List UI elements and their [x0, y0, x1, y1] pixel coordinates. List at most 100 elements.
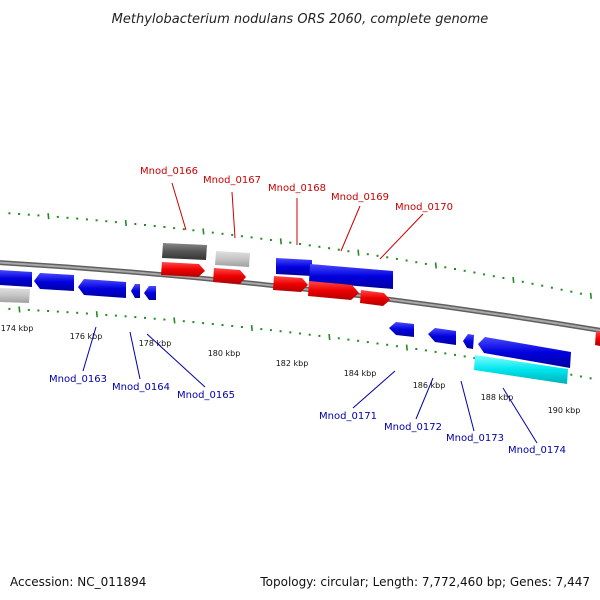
minor-tick — [395, 257, 398, 260]
minor-tick — [27, 308, 30, 311]
minor-tick — [279, 330, 282, 333]
pseudo-gene-mnod-0166[interactable] — [162, 243, 207, 260]
minor-tick — [192, 321, 195, 324]
minor-tick — [231, 233, 234, 236]
minor-tick — [211, 231, 214, 234]
gene-arrow-reverse-left-2[interactable] — [34, 273, 74, 291]
gene-label-mnod-0169[interactable]: Mnod_0169 — [331, 192, 389, 203]
rna-gene-mnod-0174[interactable] — [474, 355, 568, 384]
minor-tick — [521, 280, 524, 283]
minor-tick — [347, 250, 350, 253]
major-tick — [357, 249, 360, 256]
gene-label-mnod-0166[interactable]: Mnod_0166 — [140, 166, 198, 177]
minor-tick — [269, 239, 272, 241]
gene-arrow-reverse-mnod-0169[interactable] — [309, 264, 393, 289]
minor-tick — [56, 310, 59, 313]
minor-tick — [308, 244, 311, 247]
minor-tick — [240, 326, 243, 328]
minor-tick — [144, 316, 146, 319]
minor-tick — [541, 284, 544, 287]
pseudo-gene-left[interactable] — [0, 288, 30, 303]
minor-tick — [492, 275, 495, 278]
minor-tick — [454, 268, 456, 270]
forward-strand-features — [161, 243, 393, 306]
gene-label-mnod-0163[interactable]: Mnod_0163 — [49, 374, 107, 385]
gene-label-mnod-0174[interactable]: Mnod_0174 — [508, 445, 566, 456]
gene-arrow-reverse-mnod-0172[interactable] — [428, 328, 456, 345]
minor-tick — [473, 271, 476, 274]
minor-tick — [85, 312, 88, 315]
minor-tick — [531, 282, 534, 285]
gene-arrow-reverse-mnod-0163[interactable] — [78, 279, 126, 298]
gene-label-mnod-0167[interactable]: Mnod_0167 — [203, 175, 261, 186]
minor-tick — [550, 286, 553, 289]
minor-tick — [134, 223, 137, 225]
minor-tick — [134, 316, 137, 319]
major-tick — [328, 334, 331, 341]
minor-tick — [76, 217, 79, 220]
map-title: Methylobacterium nodulans ORS 2060, comp… — [112, 12, 489, 27]
gene-label-mnod-0165[interactable]: Mnod_0165 — [177, 390, 235, 401]
gene-arrow-reverse-right-long[interactable] — [478, 337, 571, 368]
outer-tick-track — [8, 212, 592, 299]
tick-label-178: 178 kbp — [139, 339, 172, 348]
minor-tick — [153, 225, 156, 227]
minor-tick — [366, 341, 369, 344]
major-tick — [279, 238, 282, 245]
gene-arrow-reverse-mnod-0171[interactable] — [389, 322, 414, 337]
minor-tick — [337, 337, 340, 340]
gene-label-mnod-0173[interactable]: Mnod_0173 — [446, 433, 504, 444]
minor-tick — [211, 323, 214, 325]
minor-tick — [260, 328, 263, 331]
minor-tick — [182, 228, 185, 231]
minor-tick — [444, 266, 447, 269]
minor-tick — [114, 221, 117, 224]
tick-label-176: 176 kbp — [70, 332, 103, 341]
minor-tick — [66, 216, 69, 219]
gene-arrow-reverse-mnod-0165[interactable] — [144, 286, 156, 300]
minor-tick — [144, 224, 146, 226]
gene-arrow-forward-right-edge[interactable] — [595, 331, 600, 346]
gene-labels-top: Mnod_0166 Mnod_0167 Mnod_0168 Mnod_0169 … — [140, 166, 453, 213]
minor-tick — [570, 373, 573, 376]
minor-tick — [182, 320, 185, 323]
pseudo-gene-mnod-0167[interactable] — [215, 251, 250, 267]
minor-tick — [579, 375, 582, 378]
gene-label-mnod-0172[interactable]: Mnod_0172 — [384, 422, 442, 433]
major-tick — [124, 219, 127, 227]
tick-label-188: 188 kbp — [481, 393, 514, 402]
gene-arrow-reverse-mnod-0164[interactable] — [131, 284, 140, 298]
major-tick — [589, 292, 592, 299]
callout-lines — [82, 182, 538, 444]
right-strand-features — [389, 322, 600, 384]
gene-arrow-forward-4[interactable] — [308, 281, 359, 300]
gene-label-mnod-0168[interactable]: Mnod_0168 — [268, 183, 326, 194]
gene-arrow-forward-1[interactable] — [161, 262, 205, 277]
minor-tick — [386, 256, 389, 259]
minor-tick — [85, 218, 88, 221]
tick-label-184: 184 kbp — [344, 369, 377, 378]
gene-arrow-forward-mnod-0170[interactable] — [360, 290, 390, 306]
minor-tick — [114, 314, 117, 317]
major-tick — [18, 306, 21, 313]
gene-arrow-forward-3[interactable] — [273, 276, 308, 292]
minor-tick — [221, 324, 224, 326]
minor-tick — [269, 329, 272, 332]
gene-label-mnod-0171[interactable]: Mnod_0171 — [319, 411, 377, 422]
tick-label-180: 180 kbp — [208, 349, 241, 358]
major-tick — [434, 262, 437, 269]
gene-arrow-reverse-mnod-0173[interactable] — [463, 334, 474, 349]
gene-arrow-forward-2[interactable] — [213, 268, 246, 284]
minor-tick — [289, 241, 292, 244]
minor-tick — [337, 248, 340, 251]
major-tick — [173, 317, 176, 324]
gene-arrow-reverse-mnod-0168[interactable] — [276, 258, 312, 276]
gene-arrow-reverse-left-1[interactable] — [0, 270, 32, 287]
major-tick — [47, 213, 50, 220]
minor-tick — [318, 245, 321, 248]
gene-label-mnod-0170[interactable]: Mnod_0170 — [395, 202, 453, 213]
minor-tick — [415, 261, 418, 264]
gene-label-mnod-0164[interactable]: Mnod_0164 — [112, 382, 170, 393]
minor-tick — [318, 334, 321, 337]
